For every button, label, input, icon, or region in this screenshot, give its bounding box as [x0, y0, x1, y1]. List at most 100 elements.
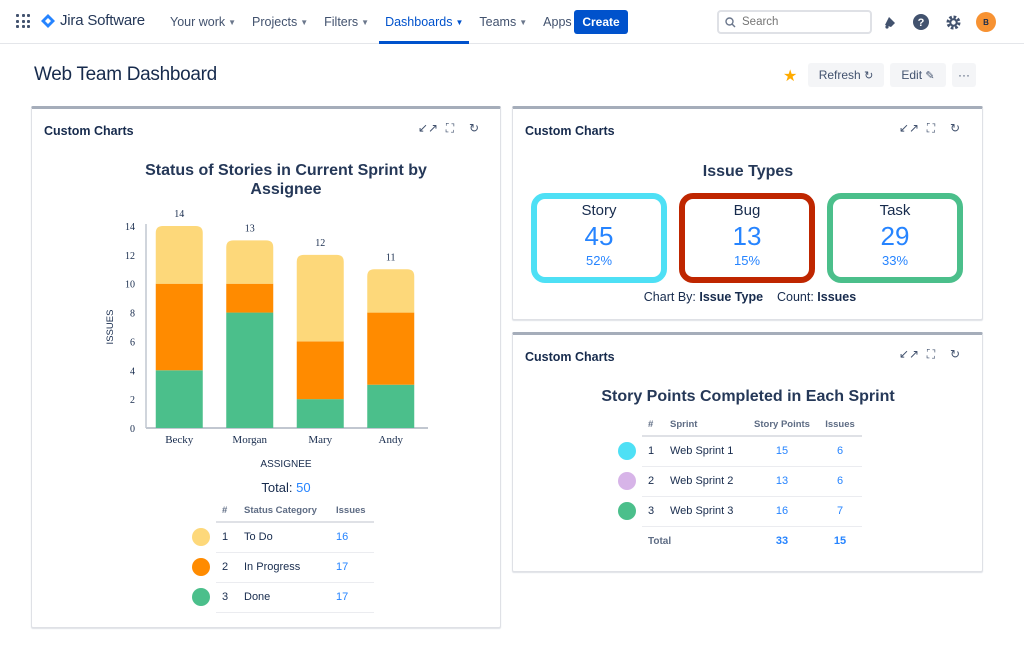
app-switcher-icon[interactable] — [16, 14, 30, 28]
bar-segment-in-progress — [155, 283, 203, 371]
y-tick-label: 2 — [130, 395, 135, 406]
svg-text:?: ? — [918, 17, 925, 29]
expand-icon[interactable]: ⛶ — [926, 347, 936, 361]
user-avatar[interactable]: B — [976, 12, 996, 32]
chevron-down-icon: ▼ — [519, 17, 528, 27]
bar-segment-to-do — [296, 254, 344, 342]
bar-total-label: 14 — [174, 209, 184, 220]
bar-total-label: 11 — [386, 252, 396, 263]
star-icon[interactable]: ★ — [783, 68, 798, 85]
bar-segment-done — [226, 312, 274, 428]
bar-segment-done — [296, 399, 344, 428]
y-tick-label: 6 — [130, 337, 135, 348]
minimize-icon[interactable]: ↙↗ — [899, 121, 920, 135]
y-tick-label: 4 — [130, 366, 135, 377]
bar-segment-to-do — [155, 226, 203, 284]
sprint-3-color-dot — [618, 502, 636, 520]
gadget-issue-types: Custom Charts ↙↗ ⛶ ↻ — [512, 106, 983, 320]
nav-projects[interactable]: Projects ▼ — [252, 15, 309, 29]
bug-count-card[interactable]: Bug 13 15% — [679, 193, 815, 283]
nav-filters[interactable]: Filters ▼ — [324, 15, 370, 29]
chart-by-caption: Chart By: Issue Type Count: Issues — [643, 290, 857, 304]
refresh-button[interactable]: Refresh ↻ — [808, 63, 884, 87]
bar-segment-in-progress — [226, 283, 274, 313]
story-points-title: Story Points Completed in Each Sprint — [601, 388, 895, 405]
create-button[interactable]: Create — [574, 10, 628, 34]
x-tick-label: Mary — [308, 434, 332, 446]
app-name: Jira Software — [60, 12, 145, 29]
x-axis-label: ASSIGNEE — [260, 459, 311, 470]
bar-segment-done — [155, 370, 203, 428]
sprint-row[interactable]: 2 Web Sprint 2 13 6 — [612, 466, 862, 497]
page-title: Web Team Dashboard — [34, 64, 217, 85]
y-tick-label: 0 — [130, 424, 135, 435]
nav-dashboards[interactable]: Dashboards ▼ — [377, 0, 471, 44]
bar-segment-in-progress — [296, 341, 344, 400]
y-axis-label: ISSUES — [105, 310, 116, 345]
gadget-title: Custom Charts — [44, 124, 134, 138]
main-nav: Your work ▼ Projects ▼ Filters ▼ Dashboards… — [162, 0, 591, 44]
sprint-2-color-dot — [618, 472, 636, 490]
sprint-row[interactable]: 3 Web Sprint 3 16 7 — [612, 496, 862, 527]
bar-segment-to-do — [226, 240, 274, 284]
bar-segment-done — [367, 384, 415, 428]
pencil-icon: ✎ — [925, 69, 935, 82]
search-icon — [725, 16, 736, 27]
bar-total-label: 12 — [315, 238, 325, 249]
y-tick-label: 14 — [125, 222, 135, 233]
gadget-toolbar: ↙↗ ⛶ ↻ — [418, 121, 482, 136]
jira-logo[interactable]: Jira Software — [40, 12, 145, 29]
more-actions-button[interactable]: ··· — [952, 63, 976, 87]
y-tick-label: 10 — [125, 280, 135, 291]
help-icon[interactable]: ? — [911, 12, 931, 32]
top-navigation-bar: Jira Software Your work ▼ Projects ▼ Filte… — [0, 0, 1024, 44]
story-count-card[interactable]: Story 45 52% — [531, 193, 667, 283]
refresh-icon[interactable]: ↻ — [468, 121, 480, 135]
legend-row[interactable]: 1 To Do 16 — [186, 522, 374, 553]
x-tick-label: Becky — [165, 434, 194, 446]
minimize-icon[interactable]: ↙↗ — [418, 121, 439, 135]
refresh-icon[interactable]: ↻ — [949, 347, 961, 361]
status-legend-table: # Status Category Issues 1 To Do 16 2 In… — [186, 500, 374, 613]
issue-types-title: Issue Types — [702, 163, 794, 180]
chevron-down-icon: ▼ — [228, 17, 237, 27]
nav-teams[interactable]: Teams ▼ — [479, 15, 528, 29]
task-count-card[interactable]: Task 29 33% — [827, 193, 963, 283]
refresh-icon: ↻ — [864, 69, 874, 82]
expand-icon[interactable]: ⛶ — [926, 121, 936, 135]
gadget-toolbar: ↙↗ ⛶ ↻ — [899, 347, 963, 362]
bar-total-label: 13 — [245, 223, 255, 234]
search-field[interactable] — [717, 10, 872, 34]
status-total: Total: 50 — [261, 480, 311, 495]
bar-segment-in-progress — [367, 312, 415, 385]
y-tick-label: 12 — [125, 251, 135, 262]
totals-row: Total 33 15 — [648, 535, 847, 548]
chevron-down-icon: ▼ — [455, 17, 464, 27]
jira-diamond-icon — [41, 13, 55, 28]
gadget-title: Custom Charts — [525, 124, 615, 138]
x-tick-label: Morgan — [232, 434, 267, 446]
legend-row[interactable]: 2 In Progress 17 — [186, 552, 374, 583]
nav-your-work[interactable]: Your work ▼ — [170, 15, 237, 29]
todo-color-dot — [192, 528, 210, 546]
expand-icon[interactable]: ⛶ — [445, 121, 455, 135]
bar-segment-to-do — [367, 269, 415, 313]
minimize-icon[interactable]: ↙↗ — [899, 347, 920, 361]
sprint-row[interactable]: 1 Web Sprint 1 15 6 — [612, 436, 862, 467]
settings-gear-icon[interactable] — [943, 12, 963, 32]
story-points-table: # Sprint Story Points Issues 1 Web Sprin… — [612, 414, 862, 556]
refresh-icon[interactable]: ↻ — [949, 121, 961, 135]
status-chart-title: Status of Stories in Current Sprint by A… — [145, 162, 427, 198]
done-color-dot — [192, 588, 210, 606]
legend-row[interactable]: 3 Done 17 — [186, 582, 374, 613]
y-tick-label: 8 — [130, 309, 135, 320]
chevron-down-icon: ▼ — [300, 17, 309, 27]
in-progress-color-dot — [192, 558, 210, 576]
notifications-icon[interactable] — [880, 12, 900, 32]
search-input[interactable] — [742, 16, 852, 28]
gadget-title: Custom Charts — [525, 350, 615, 364]
edit-button[interactable]: Edit ✎ — [890, 63, 946, 87]
x-tick-label: Andy — [379, 434, 404, 446]
gadget-toolbar: ↙↗ ⛶ ↻ — [899, 121, 963, 136]
